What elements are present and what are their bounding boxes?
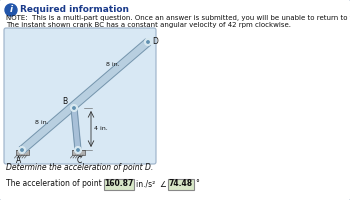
Text: Required information: Required information xyxy=(20,5,129,15)
FancyBboxPatch shape xyxy=(4,28,156,164)
Bar xyxy=(71,150,84,155)
Circle shape xyxy=(21,149,23,151)
Text: in./s²  ∠: in./s² ∠ xyxy=(136,180,167,188)
Circle shape xyxy=(19,146,26,154)
Circle shape xyxy=(70,104,77,112)
Polygon shape xyxy=(71,108,81,150)
Text: 8 in.: 8 in. xyxy=(106,62,120,67)
FancyBboxPatch shape xyxy=(168,178,194,190)
Text: 4 in.: 4 in. xyxy=(94,127,108,132)
Circle shape xyxy=(77,149,79,151)
Circle shape xyxy=(75,146,82,154)
Text: A: A xyxy=(16,156,22,165)
Circle shape xyxy=(73,107,75,109)
Text: °: ° xyxy=(195,180,199,188)
Text: i: i xyxy=(9,5,13,15)
Text: The instant shown crank BC has a constant angular velocity of 42 rpm clockwise.: The instant shown crank BC has a constan… xyxy=(6,22,291,28)
Circle shape xyxy=(147,41,149,43)
Text: B: B xyxy=(62,97,67,106)
Text: C: C xyxy=(76,156,82,165)
Text: 160.87: 160.87 xyxy=(104,180,134,188)
Text: D: D xyxy=(152,36,158,46)
Circle shape xyxy=(5,4,17,16)
Bar xyxy=(15,150,28,155)
Circle shape xyxy=(145,38,152,46)
Text: The acceleration of point D is: The acceleration of point D is xyxy=(6,180,119,188)
FancyBboxPatch shape xyxy=(104,178,134,190)
Text: 8 in.: 8 in. xyxy=(35,120,49,125)
Text: Determine the acceleration of point D.: Determine the acceleration of point D. xyxy=(6,164,153,172)
Text: 74.48: 74.48 xyxy=(169,180,193,188)
Text: NOTE:  This is a multi-part question. Once an answer is submitted, you will be u: NOTE: This is a multi-part question. Onc… xyxy=(6,15,350,21)
Polygon shape xyxy=(19,39,150,153)
